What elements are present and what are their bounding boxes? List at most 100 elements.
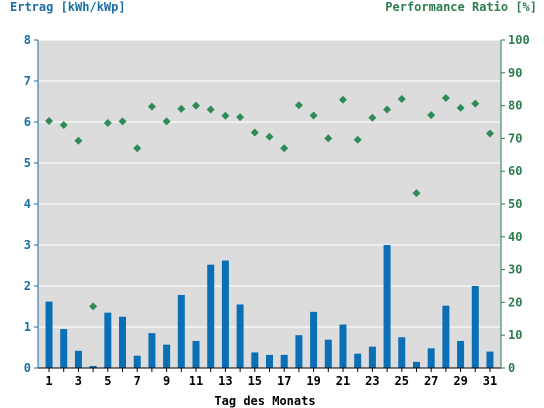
bar (207, 264, 215, 368)
x-tick-label: 7 (134, 374, 141, 388)
pr-point (236, 113, 245, 122)
bar (74, 350, 82, 368)
bar (368, 346, 376, 368)
pr-point (383, 105, 392, 114)
bar (412, 361, 420, 368)
x-tick-label: 13 (218, 374, 232, 388)
bar (457, 340, 465, 368)
bar (133, 355, 141, 368)
pr-point (177, 104, 186, 113)
right-tick-label: 10 (508, 328, 522, 342)
x-tick-label: 27 (424, 374, 438, 388)
x-tick-label: 17 (277, 374, 291, 388)
x-tick-label: 5 (104, 374, 111, 388)
x-tick-label: 15 (248, 374, 262, 388)
pr-point (103, 118, 112, 127)
x-tick-label: 11 (189, 374, 203, 388)
pr-point (265, 132, 274, 141)
pr-point (59, 120, 68, 129)
bar (324, 339, 332, 368)
pr-point (485, 129, 494, 138)
right-tick-label: 50 (508, 197, 522, 211)
bar (398, 337, 406, 368)
pr-point (412, 189, 421, 198)
grid (38, 39, 501, 328)
x-tick-label: 9 (163, 374, 170, 388)
pr-point (441, 94, 450, 103)
bar (45, 301, 53, 368)
right-tick-label: 40 (508, 230, 522, 244)
right-tick-label: 0 (508, 361, 515, 375)
bar (471, 286, 479, 368)
pr-point (280, 144, 289, 153)
bar (236, 304, 244, 368)
pr-point (427, 111, 436, 120)
bar (60, 329, 68, 368)
x-tick-label: 1 (45, 374, 52, 388)
bar (383, 245, 391, 368)
x-axis-label: Tag des Monats (214, 394, 315, 408)
bar (221, 260, 229, 368)
left-tick-label: 5 (24, 156, 31, 170)
pr-point (456, 103, 465, 112)
x-tick-label: 29 (453, 374, 467, 388)
left-tick-label: 0 (24, 361, 31, 375)
bar (251, 352, 259, 368)
pr-point (192, 101, 201, 110)
right-tick-label: 70 (508, 131, 522, 145)
bar-series (45, 245, 494, 368)
pr-point (338, 95, 347, 104)
pr-point (471, 99, 480, 108)
left-tick-label: 6 (24, 115, 31, 129)
pr-point (221, 111, 230, 120)
bar (148, 333, 156, 368)
left-tick-label: 3 (24, 238, 31, 252)
bar (89, 365, 97, 368)
right-tick-label: 90 (508, 66, 522, 80)
left-tick-label: 7 (24, 74, 31, 88)
bar (354, 353, 362, 368)
left-tick-label: 8 (24, 33, 31, 47)
left-tick-label: 1 (24, 320, 31, 334)
left-tick-label: 2 (24, 279, 31, 293)
right-tick-label: 100 (508, 33, 530, 47)
bar (163, 344, 171, 368)
pr-point (118, 117, 127, 126)
pr-point (324, 134, 333, 143)
x-tick-label: 19 (306, 374, 320, 388)
pr-point (147, 102, 156, 111)
pr-point (206, 105, 215, 114)
bar (310, 311, 318, 368)
bar (177, 295, 185, 368)
right-tick-label: 30 (508, 263, 522, 277)
pr-point (353, 135, 362, 144)
right-tick-label: 80 (508, 99, 522, 113)
pr-point (89, 302, 98, 311)
bar (280, 354, 288, 368)
x-tick-label: 23 (365, 374, 379, 388)
bar (339, 324, 347, 368)
pr-point (368, 113, 377, 122)
pr-point (45, 117, 54, 126)
right-axis-label: Performance Ratio [%] (385, 0, 537, 14)
pr-point (250, 128, 259, 137)
bar (295, 335, 303, 368)
x-tick-label: 21 (336, 374, 350, 388)
pr-point (162, 117, 171, 126)
left-tick-label: 4 (24, 197, 31, 211)
left-axis-label: Ertrag [kWh/kWp] (10, 0, 126, 14)
bar (266, 354, 273, 368)
bar (486, 351, 494, 368)
bar (427, 348, 435, 368)
bar (104, 312, 112, 368)
pr-point (74, 136, 83, 145)
x-tick-label: 3 (75, 374, 82, 388)
right-tick-label: 20 (508, 295, 522, 309)
performance-ratio-series (45, 94, 494, 311)
pr-point (133, 144, 142, 153)
bar (442, 305, 450, 368)
pr-point (294, 101, 303, 110)
bar (119, 316, 127, 368)
